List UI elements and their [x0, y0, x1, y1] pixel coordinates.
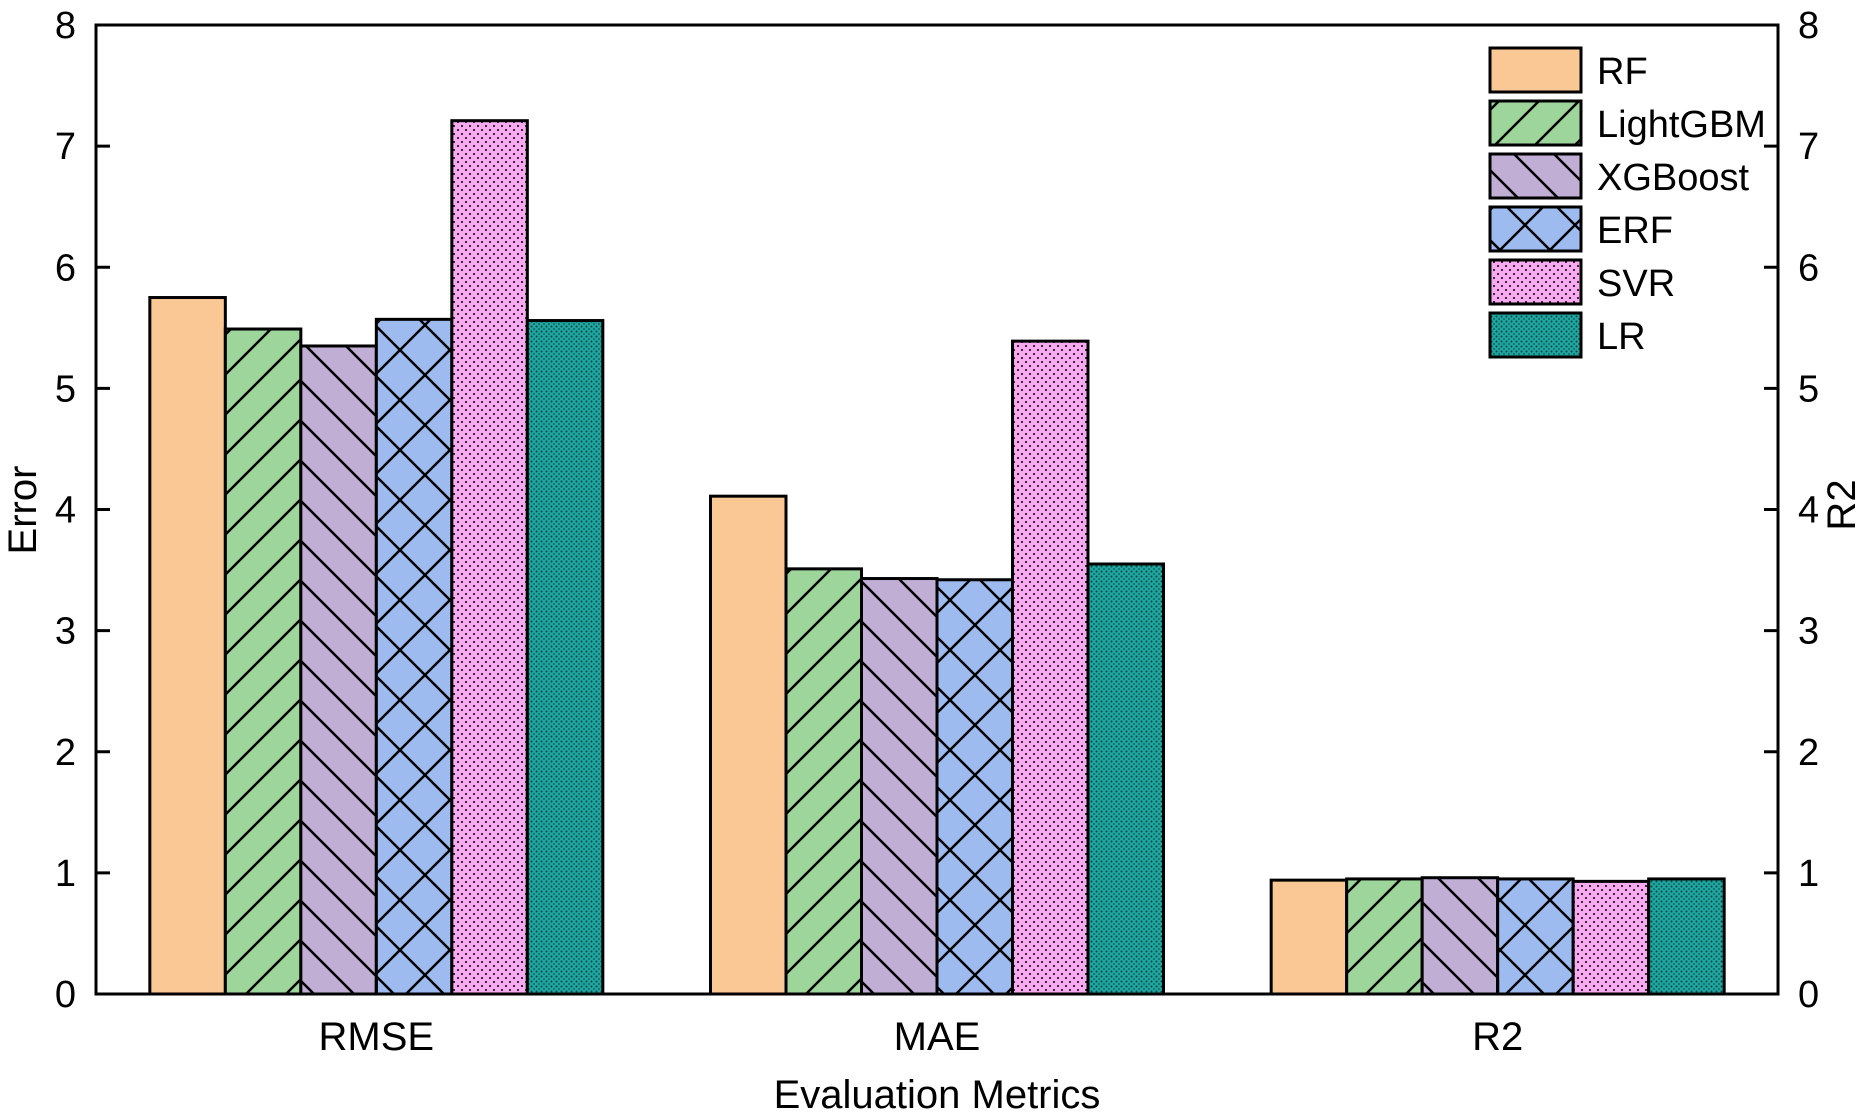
y2-tick-label: 8: [1798, 5, 1819, 47]
y2-tick-label: 5: [1798, 368, 1819, 410]
bar-lightgbm-mae: [784, 567, 863, 996]
bar-lr-rmse: [525, 319, 605, 996]
y2-axis-title: R2: [1820, 479, 1864, 530]
legend-label-lightgbm: LightGBM: [1597, 104, 1766, 146]
y2-tick-label: 2: [1798, 732, 1819, 774]
y-tick-label: 5: [55, 368, 76, 410]
legend-label-xgboost: XGBoost: [1597, 157, 1750, 199]
bar-xgboost-r2: [1420, 876, 1500, 996]
y2-tick-label: 0: [1798, 974, 1819, 1016]
bar-svr-rmse: [450, 119, 529, 996]
legend-swatch-xgboost: [1488, 152, 1583, 200]
x-tick-label: R2: [1472, 1015, 1523, 1059]
legend-item-rf: RF: [1488, 46, 1648, 94]
bar-xgboost-mae: [860, 577, 939, 996]
bar-erf-rmse: [374, 317, 454, 996]
bar-rf-mae: [709, 494, 788, 996]
y-tick-label: 0: [55, 974, 76, 1016]
x-axis-title: Evaluation Metrics: [774, 1073, 1101, 1114]
bar-rf-r2: [1269, 878, 1349, 996]
y-tick-label: 8: [55, 5, 76, 47]
bar-lr-mae: [1086, 562, 1165, 996]
y-tick-label: 1: [55, 853, 76, 895]
bar-svr-r2: [1571, 879, 1651, 996]
legend-swatch-lightgbm: [1488, 99, 1583, 147]
legend-item-svr: SVR: [1488, 258, 1675, 306]
legend-item-xgboost: XGBoost: [1488, 152, 1750, 200]
y2-tick-label: 6: [1798, 247, 1819, 289]
legend-label-erf: ERF: [1597, 210, 1673, 252]
y2-tick-label: 4: [1798, 490, 1819, 532]
legend: RF LightGBM XGBoost ERF SVR LR: [1488, 46, 1766, 359]
y-tick-label: 6: [55, 247, 76, 289]
legend-item-lr: LR: [1488, 311, 1646, 359]
legend-label-rf: RF: [1597, 51, 1648, 93]
legend-swatch-rf: [1488, 46, 1583, 94]
bar-erf-mae: [935, 578, 1014, 996]
bar-lightgbm-rmse: [223, 327, 303, 996]
legend-item-lightgbm: LightGBM: [1488, 99, 1766, 147]
bars-layer: [148, 119, 1726, 996]
x-tick-label: MAE: [894, 1015, 981, 1059]
bar-rf-rmse: [148, 296, 227, 996]
bar-lr-r2: [1647, 877, 1726, 996]
legend-swatch-svr: [1488, 258, 1583, 306]
legend-swatch-lr: [1488, 311, 1583, 359]
y2-tick-label: 7: [1798, 126, 1819, 168]
y-tick-label: 7: [55, 126, 76, 168]
bar-xgboost-rmse: [299, 344, 378, 996]
y2-tick-label: 3: [1798, 611, 1819, 653]
bar-svr-mae: [1011, 339, 1090, 996]
legend-label-svr: SVR: [1597, 263, 1675, 305]
bar-erf-r2: [1496, 877, 1575, 996]
y2-tick-label: 1: [1798, 853, 1819, 895]
legend-swatch-erf: [1488, 205, 1583, 253]
y-tick-label: 4: [55, 490, 76, 532]
bar-lightgbm-r2: [1345, 877, 1424, 996]
y-tick-label: 3: [55, 611, 76, 653]
y-tick-label: 2: [55, 732, 76, 774]
ticks-layer: 0 1 2 3 4 5 6 7 8 0 1 2 3 4 5 6 7 8 RMSE MAE R2: [55, 5, 1819, 1059]
legend-item-erf: ERF: [1488, 205, 1673, 253]
legend-label-lr: LR: [1597, 316, 1646, 358]
x-tick-label: RMSE: [319, 1015, 435, 1059]
y-axis-title: Error: [1, 466, 45, 555]
